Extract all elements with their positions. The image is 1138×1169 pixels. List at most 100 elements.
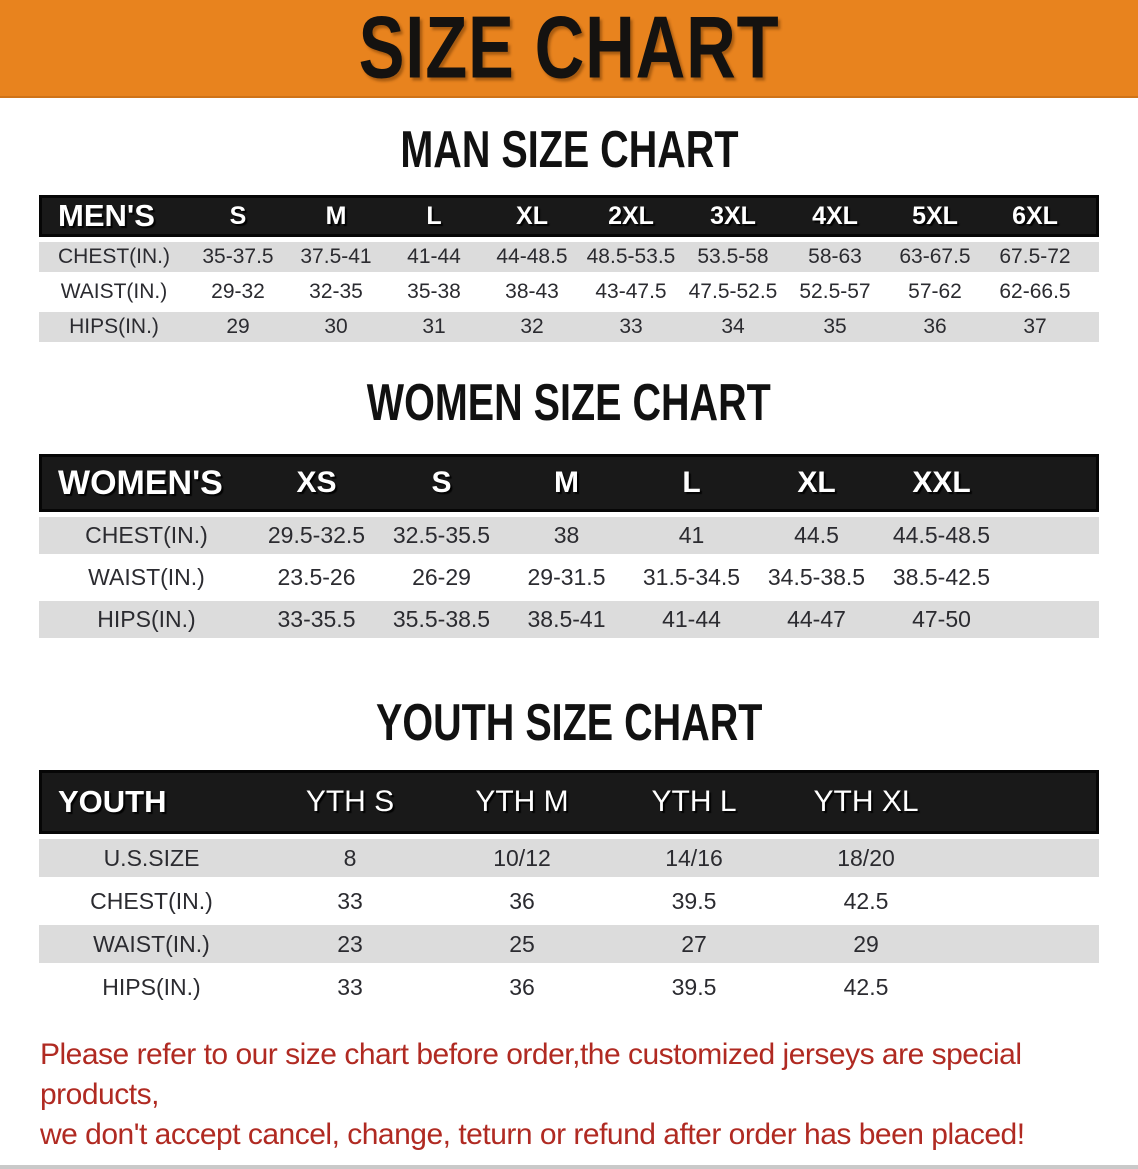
men-size-header: S [189, 195, 287, 237]
page-title: SIZE CHART [358, 0, 780, 97]
cell: 48.5-53.5 [581, 242, 681, 272]
cell: 32.5-35.5 [379, 517, 504, 554]
spacer-cell [1085, 242, 1099, 272]
cell: 38.5-42.5 [892, 564, 991, 590]
cell: 47-50 [879, 601, 1004, 638]
youth-waist-row: WAIST(IN.) 23 25 27 29 [39, 925, 1099, 963]
cell: 35.5-38.5 [379, 601, 504, 638]
men-size-header: 2XL [581, 195, 681, 237]
women-size-table: WOMEN'S XS S M L XL XXL CHEST(IN.) 29.5-… [39, 449, 1099, 643]
cell: 23.5-26 [277, 564, 356, 590]
women-size-header: M [504, 454, 629, 512]
youth-section-heading-text: YOUTH SIZE CHART [375, 694, 763, 752]
men-size-header: 4XL [785, 195, 885, 237]
women-size-header: S [379, 454, 504, 512]
row-label: CHEST(IN.) [90, 887, 213, 914]
spacer-cell [952, 882, 1099, 920]
men-size-header: XL [483, 195, 581, 237]
row-label: HIPS(IN.) [39, 312, 189, 342]
spacer-cell [1004, 559, 1099, 596]
cell: 29 [189, 312, 287, 342]
youth-size-header: YTH M [436, 770, 608, 834]
men-chest-row: CHEST(IN.) 35-37.5 37.5-41 41-44 44-48.5… [39, 242, 1099, 272]
cell: 57-62 [908, 280, 962, 303]
disclaimer-line-2: we don't accept cancel, change, teturn o… [40, 1118, 1025, 1151]
cell: 42.5 [843, 973, 889, 1000]
women-hips-row: HIPS(IN.) 33-35.5 35.5-38.5 38.5-41 41-4… [39, 601, 1099, 638]
cell: 34 [681, 312, 785, 342]
banner: SIZE CHART [0, 0, 1138, 98]
spacer-cell [952, 770, 1099, 834]
spacer-cell [952, 968, 1099, 1006]
row-label: HIPS(IN.) [102, 973, 201, 1000]
men-header-row: MEN'S S M L XL 2XL 3XL 4XL 5XL 6XL [39, 195, 1099, 237]
cell: 52.5-57 [799, 280, 871, 303]
cell: 36 [885, 312, 985, 342]
cell: 29-32 [211, 280, 265, 303]
men-size-table: MEN'S S M L XL 2XL 3XL 4XL 5XL 6XL CHEST… [39, 190, 1099, 347]
cell: 32 [483, 312, 581, 342]
cell: 26-29 [412, 564, 471, 590]
youth-section-heading: YOUTH SIZE CHART [0, 697, 1138, 749]
men-size-header: 5XL [885, 195, 985, 237]
cell: 62-66.5 [999, 280, 1071, 303]
cell: 44.5 [754, 517, 879, 554]
cell: 58-63 [785, 242, 885, 272]
cell: 33 [337, 887, 363, 914]
row-label: U.S.SIZE [39, 839, 264, 877]
spacer-cell [1004, 517, 1099, 554]
row-label: WAIST(IN.) [39, 925, 264, 963]
cell: 18/20 [780, 839, 952, 877]
cell: 38 [504, 517, 629, 554]
cell: 33-35.5 [254, 601, 379, 638]
cell: 27 [608, 925, 780, 963]
cell: 33 [581, 312, 681, 342]
cell: 47.5-52.5 [688, 280, 778, 303]
disclaimer: Please refer to our size chart before or… [40, 1035, 1138, 1155]
women-chest-row: CHEST(IN.) 29.5-32.5 32.5-35.5 38 41 44.… [39, 517, 1099, 554]
cell: 10/12 [436, 839, 608, 877]
cell: 34.5-38.5 [767, 564, 866, 590]
cell: 42.5 [843, 887, 889, 914]
youth-size-header: YTH XL [780, 770, 952, 834]
cell: 23 [264, 925, 436, 963]
cell: 39.5 [671, 973, 717, 1000]
men-hips-row: HIPS(IN.) 29 30 31 32 33 34 35 36 37 [39, 312, 1099, 342]
cell: 36 [509, 973, 535, 1000]
men-waist-row: WAIST(IN.) 29-32 32-35 35-38 38-43 43-47… [39, 277, 1099, 307]
youth-chest-row: CHEST(IN.) 33 36 39.5 42.5 [39, 882, 1099, 920]
youth-header-row: YOUTH YTH S YTH M YTH L YTH XL [39, 770, 1099, 834]
men-size-header: L [385, 195, 483, 237]
men-size-header: M [287, 195, 385, 237]
cell: 44-48.5 [483, 242, 581, 272]
cell: 41 [629, 517, 754, 554]
spacer-cell [1085, 195, 1099, 237]
cell: 29-31.5 [527, 564, 606, 590]
cell: 35-37.5 [189, 242, 287, 272]
youth-size-table: YOUTH YTH S YTH M YTH L YTH XL U.S.SIZE … [39, 765, 1099, 1011]
women-section-heading-text: WOMEN SIZE CHART [367, 374, 771, 432]
cell: 44-47 [754, 601, 879, 638]
cell: 33 [337, 973, 363, 1000]
cell: 31 [385, 312, 483, 342]
bottom-edge-strip [0, 1165, 1138, 1169]
cell: 41-44 [385, 242, 483, 272]
youth-hips-row: HIPS(IN.) 33 36 39.5 42.5 [39, 968, 1099, 1006]
women-section-heading: WOMEN SIZE CHART [0, 377, 1138, 429]
men-section-heading: MAN SIZE CHART [0, 124, 1138, 176]
youth-group-label: YOUTH [39, 770, 264, 834]
cell: 35-38 [407, 280, 461, 303]
men-section-heading-text: MAN SIZE CHART [399, 121, 739, 179]
cell: 36 [509, 887, 535, 914]
men-size-header: 3XL [681, 195, 785, 237]
cell: 41-44 [629, 601, 754, 638]
spacer-cell [952, 839, 1099, 877]
cell: 35 [785, 312, 885, 342]
youth-ussize-row: U.S.SIZE 8 10/12 14/16 18/20 [39, 839, 1099, 877]
cell: 14/16 [608, 839, 780, 877]
men-size-header: 6XL [985, 195, 1085, 237]
women-size-header: XXL [879, 454, 1004, 512]
cell: 38.5-41 [504, 601, 629, 638]
women-size-header: XS [254, 454, 379, 512]
